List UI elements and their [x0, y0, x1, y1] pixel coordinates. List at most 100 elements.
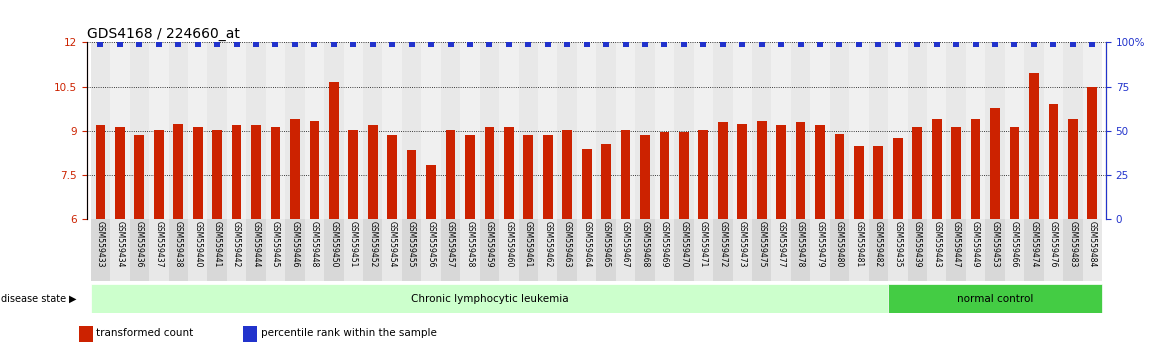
Text: GSM559466: GSM559466: [1010, 221, 1019, 267]
Bar: [90, 219, 110, 281]
Bar: [90, 42, 110, 219]
Bar: [1068, 119, 1078, 219]
Bar: [344, 42, 362, 219]
Bar: [815, 125, 824, 219]
Bar: [694, 42, 713, 219]
Bar: [718, 122, 727, 219]
Bar: [1043, 42, 1063, 219]
Bar: [757, 121, 767, 219]
Text: GSM559459: GSM559459: [485, 221, 494, 267]
Bar: [855, 146, 864, 219]
Bar: [271, 127, 280, 219]
Bar: [893, 138, 903, 219]
Text: GSM559444: GSM559444: [251, 221, 261, 267]
Text: GSM559463: GSM559463: [563, 221, 572, 267]
Bar: [771, 42, 791, 219]
Text: GSM559475: GSM559475: [757, 221, 767, 267]
Bar: [227, 219, 247, 281]
Bar: [441, 42, 460, 219]
Text: GSM559448: GSM559448: [310, 221, 318, 267]
Bar: [422, 219, 441, 281]
Bar: [387, 136, 397, 219]
Text: GSM559436: GSM559436: [134, 221, 144, 267]
Bar: [640, 136, 650, 219]
Bar: [538, 219, 557, 281]
Bar: [285, 42, 305, 219]
Bar: [90, 284, 888, 313]
Bar: [344, 219, 362, 281]
Bar: [441, 219, 460, 281]
Bar: [426, 165, 435, 219]
Bar: [479, 219, 499, 281]
Text: ▶: ▶: [69, 294, 76, 304]
Bar: [796, 122, 806, 219]
Text: GSM559453: GSM559453: [990, 221, 999, 267]
Bar: [1029, 73, 1039, 219]
Bar: [349, 130, 358, 219]
Bar: [1043, 219, 1063, 281]
Bar: [382, 219, 402, 281]
Bar: [519, 42, 538, 219]
Text: GSM559455: GSM559455: [408, 221, 416, 267]
Bar: [733, 219, 752, 281]
Bar: [523, 136, 533, 219]
Bar: [309, 121, 320, 219]
Bar: [888, 42, 908, 219]
Bar: [791, 42, 811, 219]
Bar: [368, 125, 378, 219]
Bar: [926, 42, 946, 219]
Bar: [1024, 219, 1043, 281]
Text: GSM559438: GSM559438: [174, 221, 183, 267]
Text: GSM559441: GSM559441: [213, 221, 221, 267]
Bar: [446, 130, 455, 219]
Bar: [776, 125, 786, 219]
Bar: [110, 42, 130, 219]
Bar: [1083, 219, 1102, 281]
Bar: [557, 42, 577, 219]
Bar: [149, 219, 169, 281]
Text: GSM559439: GSM559439: [913, 221, 922, 267]
Text: disease state: disease state: [1, 294, 66, 304]
Bar: [835, 134, 844, 219]
Text: GSM559445: GSM559445: [271, 221, 280, 267]
Bar: [888, 284, 1102, 313]
Bar: [830, 219, 849, 281]
Bar: [849, 219, 868, 281]
Bar: [868, 42, 888, 219]
Bar: [990, 108, 999, 219]
Text: Chronic lymphocytic leukemia: Chronic lymphocytic leukemia: [411, 294, 569, 304]
Text: transformed count: transformed count: [96, 329, 193, 338]
Bar: [169, 42, 188, 219]
Text: GSM559461: GSM559461: [523, 221, 533, 267]
Text: GSM559481: GSM559481: [855, 221, 864, 267]
Bar: [290, 119, 300, 219]
Bar: [581, 149, 592, 219]
Bar: [1010, 127, 1019, 219]
Text: GSM559480: GSM559480: [835, 221, 844, 267]
Bar: [499, 42, 519, 219]
Bar: [849, 42, 868, 219]
Bar: [636, 219, 654, 281]
Bar: [188, 219, 207, 281]
Text: GSM559440: GSM559440: [193, 221, 203, 267]
Bar: [557, 219, 577, 281]
Bar: [247, 42, 266, 219]
Bar: [654, 219, 674, 281]
Bar: [1005, 219, 1024, 281]
Bar: [868, 219, 888, 281]
Bar: [830, 42, 849, 219]
Bar: [873, 146, 884, 219]
Text: GSM559451: GSM559451: [349, 221, 358, 267]
Bar: [149, 42, 169, 219]
Bar: [596, 42, 616, 219]
Text: GSM559435: GSM559435: [893, 221, 902, 267]
Text: GSM559456: GSM559456: [426, 221, 435, 267]
Bar: [694, 219, 713, 281]
Text: GSM559478: GSM559478: [796, 221, 805, 267]
Bar: [811, 42, 830, 219]
Bar: [913, 127, 922, 219]
Bar: [654, 42, 674, 219]
Bar: [207, 42, 227, 219]
Bar: [460, 42, 479, 219]
Bar: [466, 136, 475, 219]
